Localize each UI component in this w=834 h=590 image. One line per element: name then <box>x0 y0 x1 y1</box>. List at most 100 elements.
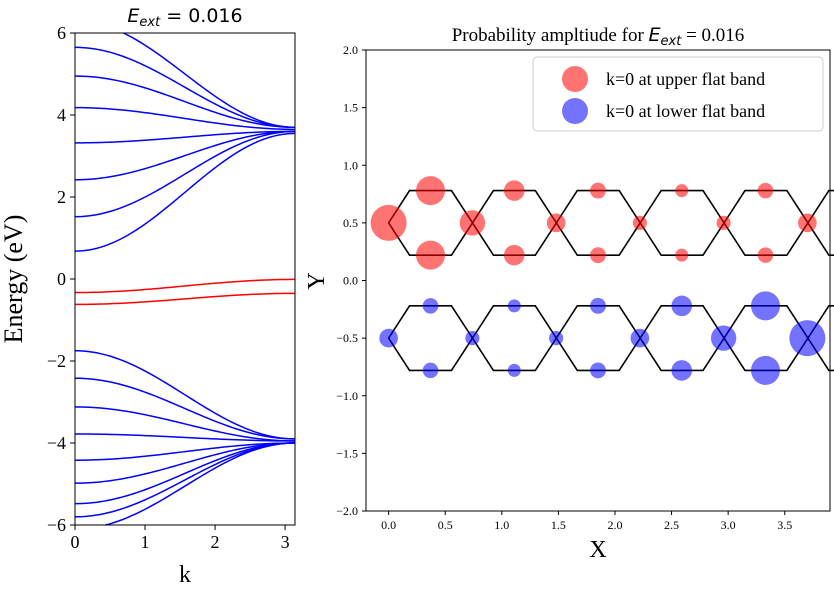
amplitude-point <box>370 204 407 241</box>
band-line-band_15 <box>75 442 295 505</box>
band-y-tick-label: −2 <box>47 351 66 371</box>
amplitude-point <box>590 182 606 199</box>
amplitude-y-tick-label: 0.0 <box>343 274 358 288</box>
band-x-tick-label: 2 <box>211 532 220 552</box>
band-x-tick-label: 1 <box>141 532 150 552</box>
amplitude-y-tick-label: 0.5 <box>343 216 358 230</box>
lattice-cell <box>555 189 642 256</box>
amplitude-x-ticks: 0.0 0.5 1.0 1.5 2.0 2.5 3.0 3.5 <box>381 511 792 532</box>
amplitude-point <box>710 325 737 351</box>
amplitude-point <box>590 362 606 379</box>
lattice-cell <box>806 189 834 256</box>
band-line-band_09 <box>75 350 295 440</box>
title-subscript: ext <box>139 15 161 30</box>
amplitude-point <box>671 360 693 381</box>
amplitude-point <box>465 331 480 346</box>
amplitude-point <box>632 215 647 230</box>
amplitude-point <box>757 182 774 199</box>
amplitude-point <box>798 213 817 233</box>
probability-amplitude-chart: Probability ampltiude for Eext = 0.016 0… <box>304 24 834 563</box>
amplitude-title: Probability ampltiude for Eext = 0.016 <box>452 24 745 49</box>
band-line-band_06 <box>75 130 295 181</box>
amplitude-point <box>750 355 780 385</box>
amplitude-point <box>549 331 564 346</box>
band-y-tick-label: −4 <box>47 433 66 453</box>
band-line-band_07 <box>75 130 295 218</box>
amplitude-point <box>716 215 731 230</box>
band-x-ticks: 0 1 2 3 <box>71 525 290 552</box>
band-x-axis-label: k <box>179 562 191 588</box>
band-y-tick-label: 4 <box>57 105 66 125</box>
legend-marker-lower <box>562 98 588 124</box>
band-line-band_17 <box>102 442 295 525</box>
band-y-ticks: −6 −4 −2 0 2 4 6 <box>47 23 75 535</box>
band-line-band_14 <box>75 442 295 484</box>
legend-label-lower: k=0 at lower flat band <box>606 101 765 121</box>
band-line-band_08 <box>75 132 295 252</box>
amplitude-x-tick-label: 1.5 <box>551 518 566 532</box>
amplitude-point <box>750 291 780 321</box>
band-lines <box>75 33 295 525</box>
amplitude-point <box>503 180 525 201</box>
lattice-cell <box>555 305 642 372</box>
band-line-flat_upper <box>75 278 295 294</box>
amplitude-point <box>675 184 689 198</box>
amplitude-title-subscript: ext <box>661 34 683 49</box>
amplitude-point <box>422 362 439 379</box>
amplitude-y-tick-label: 1.5 <box>343 101 358 115</box>
amplitude-point <box>507 363 521 377</box>
legend-box <box>532 56 824 132</box>
amplitude-title-symbol: E <box>649 24 661 46</box>
amplitude-point <box>503 244 525 266</box>
band-y-axis-label: Energy (eV) <box>0 215 28 344</box>
band-line-band_01 <box>121 33 295 129</box>
amplitude-point <box>789 320 826 357</box>
amplitude-point <box>675 248 689 262</box>
amplitude-x-axis-label: X <box>589 537 606 563</box>
band-structure-title: Eext = 0.016 <box>127 5 242 30</box>
amplitude-x-tick-label: 3.5 <box>777 518 792 532</box>
amplitude-point <box>422 298 439 314</box>
band-structure-chart: Eext = 0.016 0 1 2 3 −6 −4 −2 0 2 4 6 k Energy (e… <box>0 5 296 588</box>
amplitude-y-tick-label: −1.5 <box>336 446 358 460</box>
lattice-cell <box>723 189 809 256</box>
legend-marker-upper <box>562 66 588 92</box>
band-line-flat_lower <box>75 292 295 306</box>
band-y-tick-label: 0 <box>57 269 66 289</box>
lattice-cell <box>471 305 558 372</box>
amplitude-point <box>757 247 774 263</box>
amplitude-x-tick-label: 0.5 <box>438 518 453 532</box>
amplitude-y-tick-label: 2.0 <box>343 43 358 57</box>
amplitude-y-tick-label: −1.0 <box>336 389 358 403</box>
lattice-lines <box>387 189 834 372</box>
amplitude-y-tick-label: 1.0 <box>343 158 358 172</box>
amplitude-x-tick-label: 1.0 <box>494 518 509 532</box>
amplitude-y-ticks: −2.0 −1.5 −1.0 −0.5 0.0 0.5 1.0 1.5 2.0 <box>336 43 366 518</box>
amplitude-y-tick-label: −0.5 <box>336 331 358 345</box>
band-y-tick-label: 2 <box>57 187 66 207</box>
band-line-band_04 <box>75 106 295 131</box>
band-line-band_10 <box>75 377 295 440</box>
amplitude-y-tick-label: −2.0 <box>336 504 358 518</box>
legend: k=0 at upper flat band k=0 at lower flat… <box>532 56 824 132</box>
amplitude-point <box>671 295 693 317</box>
amplitude-points <box>370 176 826 385</box>
band-line-band_11 <box>75 406 295 442</box>
amplitude-y-axis-label: Y <box>304 272 330 289</box>
band-y-tick-label: −6 <box>47 515 66 535</box>
band-line-band_02 <box>75 46 295 129</box>
band-y-tick-label: 6 <box>57 23 66 43</box>
legend-label-upper: k=0 at upper flat band <box>606 69 765 89</box>
lattice-cell <box>639 189 726 256</box>
band-line-band_12 <box>75 433 295 442</box>
amplitude-point <box>507 299 521 313</box>
lattice-cell <box>387 305 474 372</box>
amplitude-x-tick-label: 0.0 <box>381 518 396 532</box>
amplitude-point <box>590 297 606 314</box>
amplitude-x-tick-label: 3.0 <box>721 518 736 532</box>
band-line-band_16 <box>75 442 295 518</box>
title-value: = 0.016 <box>160 5 242 27</box>
amplitude-x-tick-label: 2.5 <box>664 518 679 532</box>
band-x-tick-label: 0 <box>71 532 80 552</box>
